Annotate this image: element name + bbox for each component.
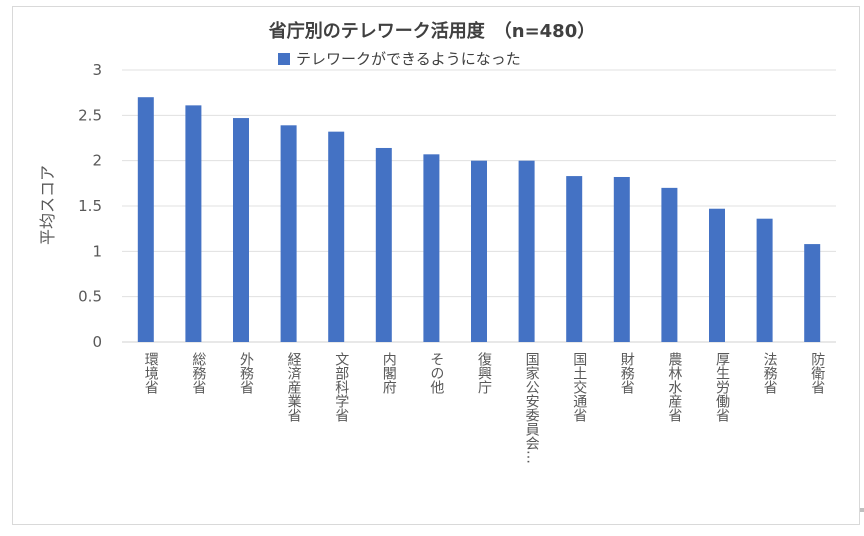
x-tick-label: 内閣府 bbox=[381, 352, 397, 395]
bar bbox=[280, 125, 297, 342]
bar bbox=[661, 187, 678, 342]
y-tick-label: 0.5 bbox=[78, 288, 102, 306]
x-tick-label: 厚生労働省 bbox=[714, 352, 730, 422]
y-tick-label: 0 bbox=[92, 333, 102, 351]
bar bbox=[756, 218, 773, 342]
x-tick-label: 環境省 bbox=[143, 352, 159, 394]
bar bbox=[613, 176, 630, 342]
y-tick-label: 2.5 bbox=[78, 106, 102, 124]
resize-handle[interactable] bbox=[860, 508, 864, 512]
y-tick-labels: 0 0.5 1 1.5 2 2.5 3 bbox=[78, 61, 102, 351]
x-tick-label: 法務省 bbox=[762, 352, 778, 394]
bar bbox=[804, 244, 821, 342]
bar bbox=[185, 105, 202, 342]
x-tick-label: 国土交通省 bbox=[571, 352, 587, 422]
x-tick-label: 総務省 bbox=[190, 352, 206, 394]
legend-label: テレワークができるようになった bbox=[296, 50, 521, 68]
bars bbox=[137, 97, 821, 342]
bar bbox=[423, 154, 440, 342]
x-tick-label: 経済産業省 bbox=[286, 352, 302, 422]
y-tick-label: 1.5 bbox=[78, 197, 102, 215]
bar bbox=[328, 131, 345, 342]
bar bbox=[375, 147, 392, 342]
y-tick-label: 2 bbox=[92, 152, 102, 170]
bar bbox=[233, 118, 249, 342]
bar bbox=[518, 160, 535, 342]
bar bbox=[709, 208, 725, 342]
bar bbox=[137, 97, 154, 342]
x-tick-label: 復興庁 bbox=[476, 351, 492, 394]
y-tick-label: 1 bbox=[92, 242, 102, 260]
x-tick-label: 文部科学省 bbox=[333, 352, 349, 422]
x-tick-label: 国家公安委員会… bbox=[524, 352, 540, 464]
bar bbox=[566, 176, 583, 342]
x-tick-labels: 環境省 総務省 外務省 経済産業省 文部科学省 内閣府 その他 復興庁 国家公安委員会… 国土交通… bbox=[143, 351, 825, 464]
x-tick-label: 外務省 bbox=[238, 352, 254, 394]
x-tick-label: その他 bbox=[428, 352, 444, 395]
chart-title: 省庁別のテレワーク活用度 （n=480） bbox=[268, 21, 596, 42]
y-tick-label: 3 bbox=[92, 61, 102, 79]
bar bbox=[471, 160, 487, 342]
x-tick-label: 農林水産省 bbox=[666, 352, 682, 422]
legend: テレワークができるようになった bbox=[278, 48, 521, 69]
legend-swatch bbox=[278, 52, 290, 65]
x-tick-label: 防衛省 bbox=[809, 352, 825, 394]
x-tick-label: 財務省 bbox=[619, 352, 635, 394]
